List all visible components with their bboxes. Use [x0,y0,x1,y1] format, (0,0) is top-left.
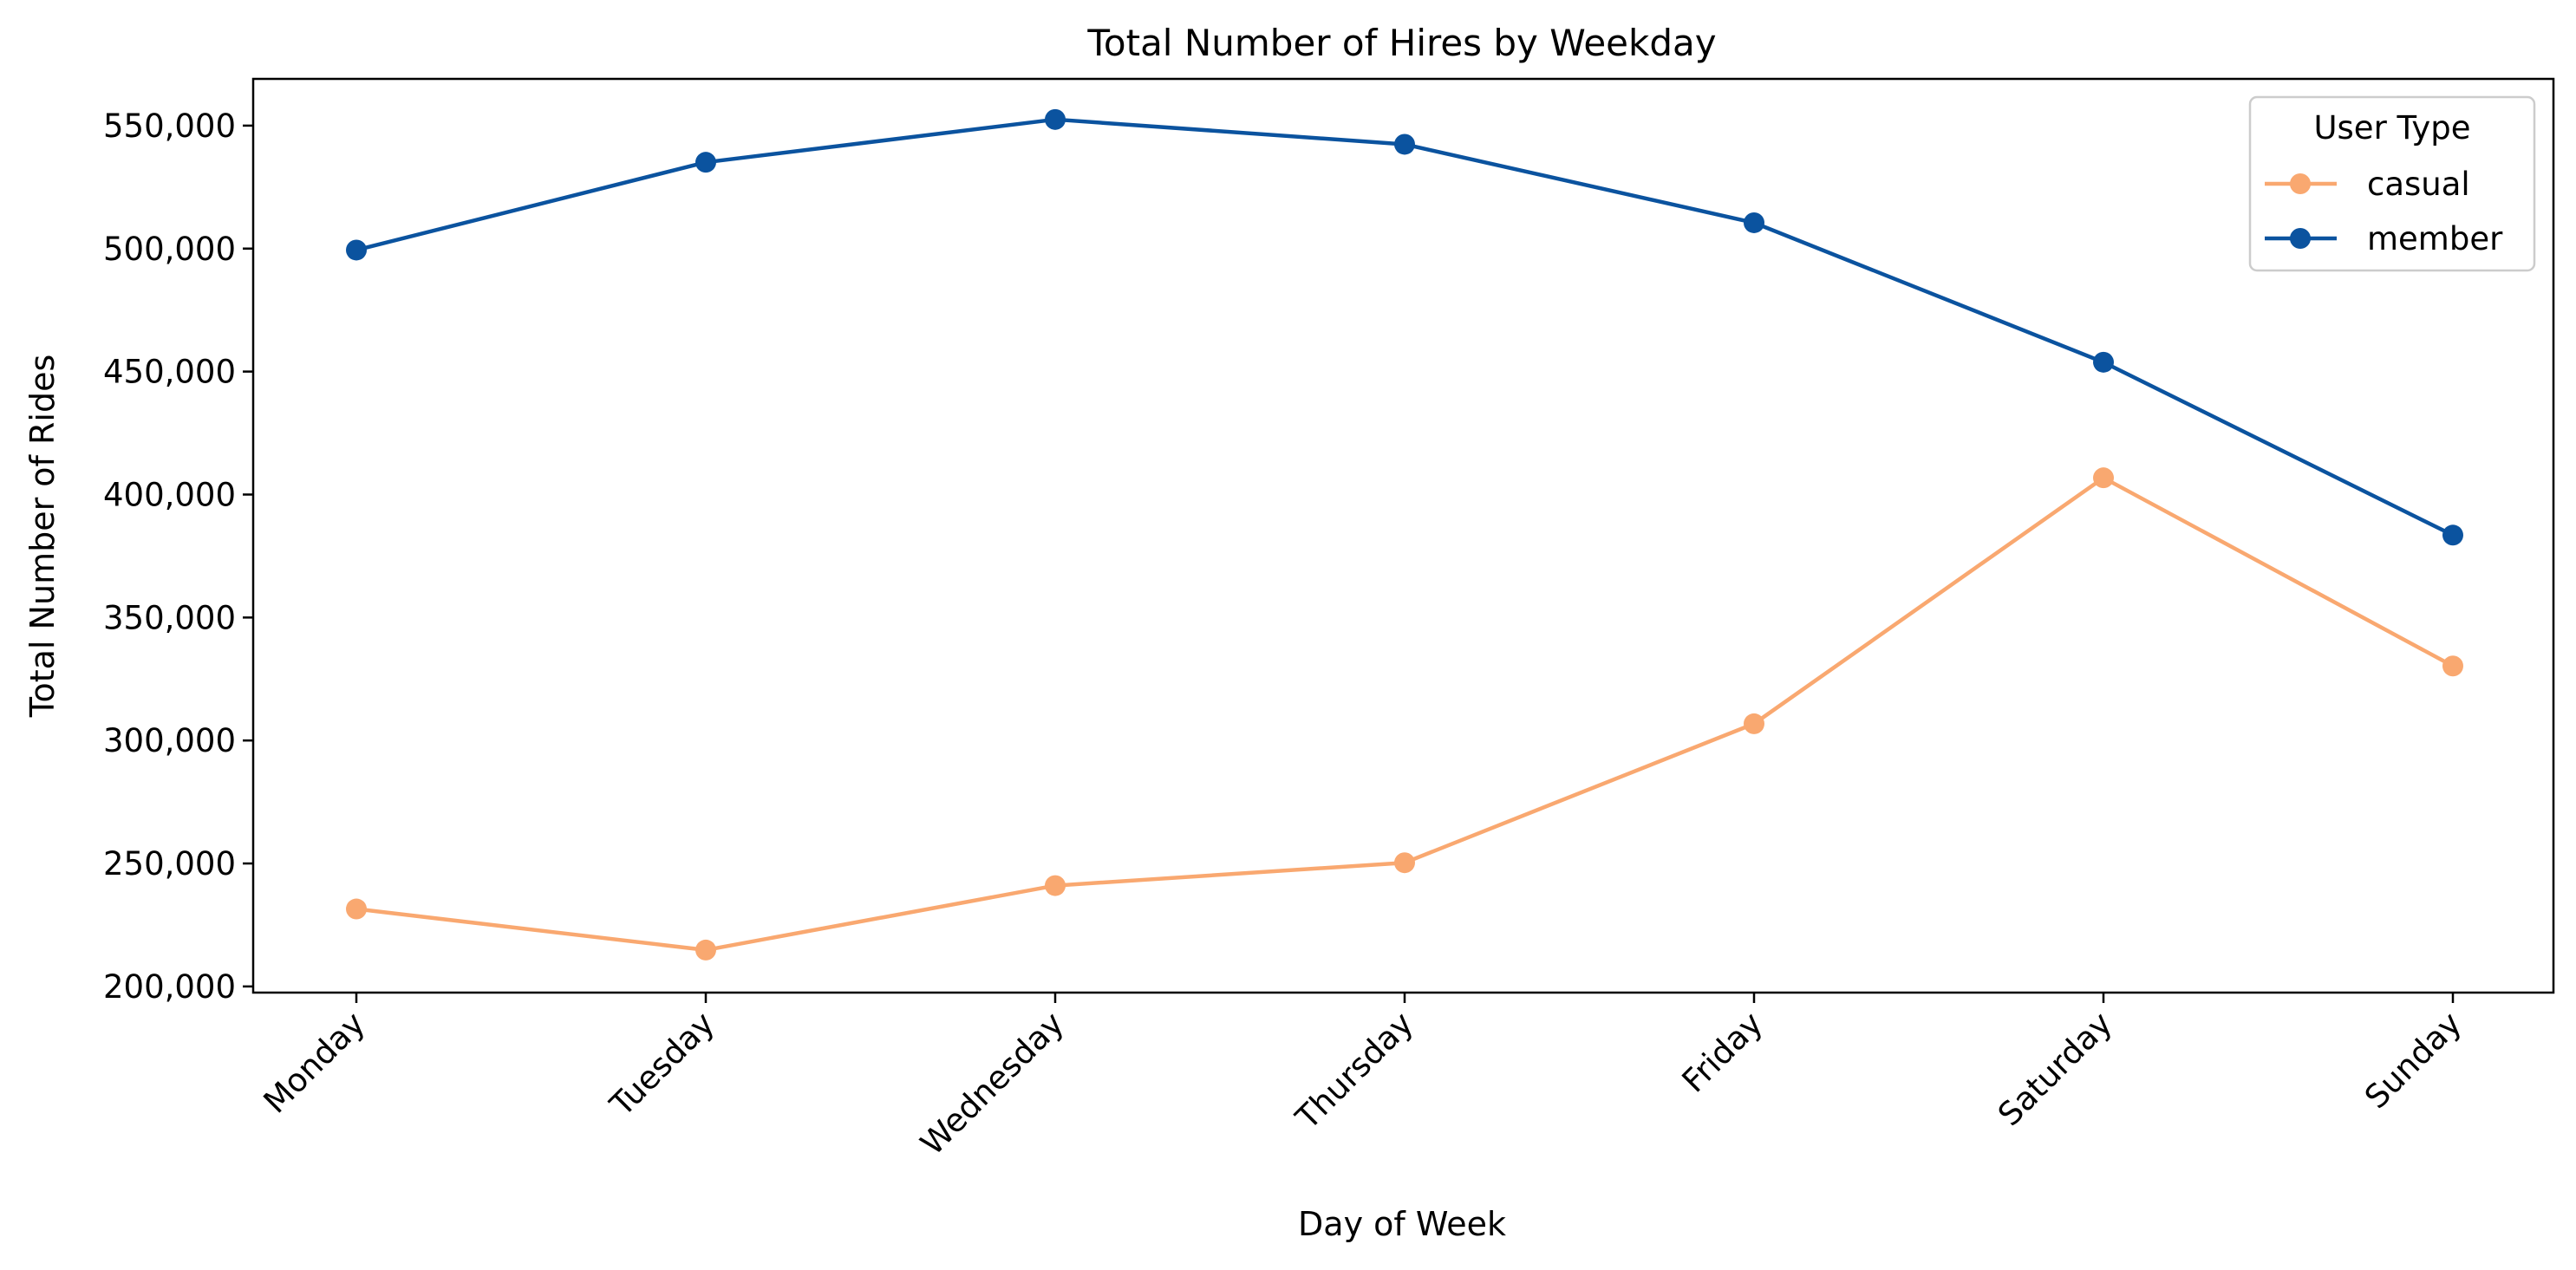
data-point-member [1744,212,1764,233]
series-line-casual [355,475,2455,953]
y-axis: 200,000 250,000 300,000 350,000 400,000 450,0… [103,107,253,1006]
x-tick-label: Friday [1675,1005,1771,1100]
x-axis-label: Day of Week [1298,1205,1506,1243]
data-point-casual [346,898,367,920]
series-member [346,108,2463,546]
y-tick-label: 400,000 [103,476,236,513]
data-point-member [1394,134,1415,155]
data-point-member [1045,108,1066,130]
x-tick-label: Monday [257,1005,373,1121]
y-tick-label: 350,000 [103,599,236,636]
legend: User Type casual member [2248,95,2536,272]
legend-marker [2290,228,2311,249]
x-tick-label: Sunday [2358,1005,2468,1116]
x-tick-label: Wednesday [913,1005,1071,1163]
data-point-casual [1744,713,1764,734]
data-point-member [2093,351,2114,373]
y-tick-label: 450,000 [103,354,236,391]
plot-area [346,108,2463,961]
legend-marker [2290,173,2311,194]
x-tick-label: Thursday [1288,1005,1421,1137]
data-point-member [695,152,716,173]
legend-item-member: member [2265,220,2503,257]
legend-title: User Type [2313,109,2470,147]
y-tick-label: 500,000 [103,231,236,268]
legend-item-casual: casual [2265,166,2470,203]
data-point-casual [695,939,716,961]
y-axis-label: Total Number of Rides [23,355,62,719]
data-point-casual [1045,875,1066,896]
legend-label: member [2367,220,2503,257]
x-tick-label: Saturday [1991,1005,2119,1133]
y-tick-label: 300,000 [103,722,236,759]
data-point-casual [1394,852,1415,874]
data-point-casual [2093,467,2114,489]
data-point-casual [2442,655,2463,677]
series-line-member [355,117,2454,537]
x-tick-label: Tuesday [603,1005,722,1124]
series-casual [346,467,2463,961]
data-point-member [346,239,367,261]
legend-label: casual [2367,166,2470,203]
x-axis: Monday Tuesday Wednesday Thursday Friday Satu… [257,993,2468,1163]
y-tick-label: 550,000 [103,107,236,145]
plot-frame [251,77,2555,994]
legend-box [2248,95,2536,272]
y-tick-label: 200,000 [103,968,236,1006]
data-point-member [2442,524,2463,546]
y-tick-label: 250,000 [103,845,236,882]
chart-title: Total Number of Hires by Weekday [1086,22,1716,64]
